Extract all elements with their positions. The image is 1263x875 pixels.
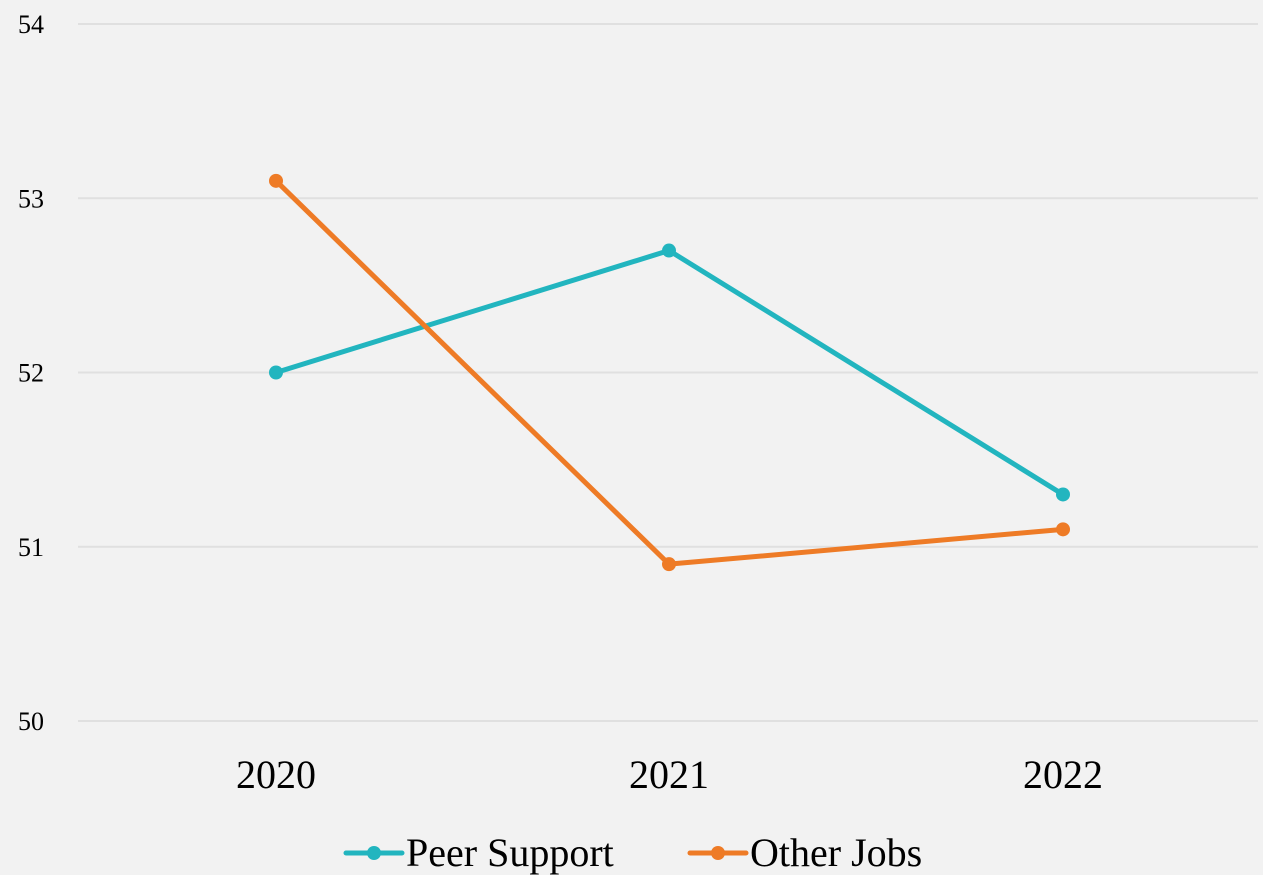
series-group	[269, 173, 1070, 572]
y-tick-label: 50	[18, 707, 44, 736]
legend-label-1: Peer Support	[406, 830, 614, 875]
data-point	[269, 365, 283, 380]
data-point	[269, 173, 283, 188]
legend-label-2: Other Jobs	[750, 830, 922, 875]
y-axis-ticks: 50 51 52 53 54	[18, 10, 44, 736]
legend: Peer Support Other Jobs	[343, 830, 922, 875]
gridlines	[78, 23, 1258, 722]
data-point	[1056, 487, 1070, 502]
data-point	[1056, 522, 1070, 537]
y-tick-label: 52	[18, 359, 44, 388]
data-point	[662, 557, 676, 572]
y-tick-label: 54	[18, 10, 44, 39]
x-tick-label: 2021	[629, 752, 709, 797]
x-tick-label: 2020	[236, 752, 316, 797]
y-tick-label: 51	[18, 533, 44, 562]
x-axis-ticks: 2020 2021 2022	[236, 752, 1103, 797]
x-tick-label: 2022	[1023, 752, 1103, 797]
data-point	[662, 243, 676, 258]
legend-marker-2	[711, 846, 725, 860]
legend-marker-1	[367, 846, 381, 860]
y-tick-label: 53	[18, 184, 44, 213]
